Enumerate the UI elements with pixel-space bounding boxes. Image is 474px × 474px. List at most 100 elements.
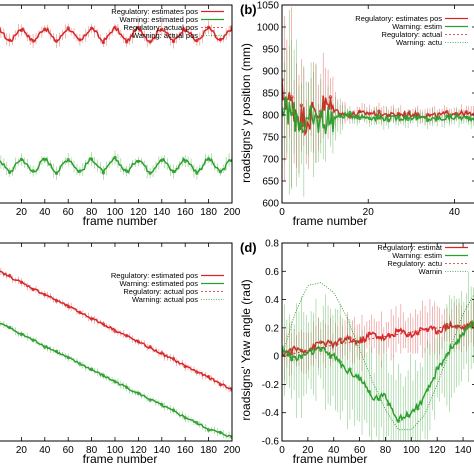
x-tick-label: 40 <box>39 207 51 218</box>
y-tick-label: 750 <box>262 133 279 144</box>
panel-d: (d) roadsigns' Yaw angle (rad) frame num… <box>239 239 474 466</box>
x-tick-label: 160 <box>177 207 194 218</box>
data-point <box>19 280 24 284</box>
data-point <box>406 333 410 337</box>
data-point <box>125 385 129 389</box>
data-point <box>148 171 152 175</box>
data-point <box>66 304 70 308</box>
data-point <box>101 171 105 175</box>
data-point <box>299 355 304 359</box>
x-tick-label: 200 <box>224 207 241 218</box>
series-line <box>282 323 474 357</box>
data-point <box>125 40 129 44</box>
data-point <box>218 170 222 174</box>
y-tick-label: 850 <box>262 89 279 100</box>
legend-label: Regulatory: actual pos <box>123 287 198 296</box>
data-point <box>8 38 12 42</box>
x-tick-label: 20 <box>363 207 375 218</box>
y-tick-label: -0.6 <box>262 437 280 448</box>
data-point <box>357 109 362 114</box>
data-point <box>31 338 35 342</box>
data-point <box>425 388 430 392</box>
y-tick-label: 0 <box>273 352 279 363</box>
data-point <box>195 39 199 43</box>
data-point <box>195 421 199 425</box>
legend-label: Warning: actual pos <box>132 295 198 304</box>
y-tick-label: 1050 <box>257 1 280 12</box>
legend-label: Regulatory: actual pos <box>123 23 198 32</box>
data-point <box>183 364 187 369</box>
y-tick-label: 600 <box>262 199 279 210</box>
data-point <box>148 345 152 349</box>
data-point <box>338 114 342 118</box>
data-point <box>425 118 430 123</box>
data-point <box>125 169 129 173</box>
data-point <box>89 26 94 30</box>
data-point <box>43 158 47 162</box>
data-point <box>396 114 401 119</box>
data-point <box>435 331 439 335</box>
panel-d-xlabel: frame number <box>293 452 368 466</box>
data-point <box>416 332 420 336</box>
legend-label: Warning: actu <box>396 38 442 47</box>
x-tick-label: 0 <box>279 207 285 218</box>
panel-a-xlabel: frame number <box>83 214 158 228</box>
y-tick-label: 650 <box>262 177 279 188</box>
data-point <box>89 367 94 371</box>
series-markers <box>8 325 232 439</box>
data-point <box>78 38 82 42</box>
data-point <box>367 116 371 120</box>
data-point <box>19 157 24 162</box>
data-point <box>8 325 12 330</box>
data-point <box>113 155 117 160</box>
data-point <box>218 430 222 435</box>
panel-a: frame number 20 40 60 80 100 120 140 160 180 200 R… <box>0 4 241 228</box>
series-line <box>282 319 474 356</box>
data-point <box>54 299 59 303</box>
data-point <box>113 329 117 333</box>
data-point <box>454 113 459 117</box>
data-point <box>171 170 176 174</box>
data-point <box>406 117 410 121</box>
data-point <box>171 357 176 361</box>
data-point <box>328 95 333 99</box>
data-point <box>136 159 141 164</box>
data-point <box>160 403 164 407</box>
x-tick-label: 120 <box>130 445 147 456</box>
panel-b: (b) roadsigns' y position (mm) frame num… <box>239 1 474 228</box>
series-markers <box>8 274 232 392</box>
data-point <box>66 355 70 360</box>
data-point <box>43 345 47 349</box>
x-tick-label: 180 <box>200 445 217 456</box>
x-tick-label: 80 <box>86 207 98 218</box>
x-tick-label: 20 <box>302 445 314 456</box>
legend-label: Warning: estimated pos <box>119 279 198 288</box>
data-point <box>19 332 24 336</box>
data-point <box>54 349 59 354</box>
series-markers <box>282 105 468 126</box>
y-tick-label: -0.2 <box>262 380 280 391</box>
x-tick-label: 100 <box>107 207 124 218</box>
y-tick-label: 0.2 <box>265 323 279 334</box>
x-tick-label: 40 <box>449 207 461 218</box>
data-point <box>78 310 82 315</box>
x-tick-label: 80 <box>380 445 392 456</box>
legend-label: Regulatory: actu <box>387 259 442 268</box>
data-point <box>328 121 333 125</box>
data-point <box>357 377 362 381</box>
series-line <box>0 156 232 175</box>
data-point <box>319 348 323 352</box>
data-point <box>206 157 211 161</box>
data-point <box>206 428 211 432</box>
data-point <box>377 115 381 119</box>
data-point <box>113 25 117 30</box>
legend-label: Regulatory: estimated pos <box>111 271 198 280</box>
x-tick-label: 40 <box>328 445 340 456</box>
y-tick-label: 800 <box>262 111 279 122</box>
data-point <box>136 391 141 396</box>
data-point <box>377 397 381 402</box>
